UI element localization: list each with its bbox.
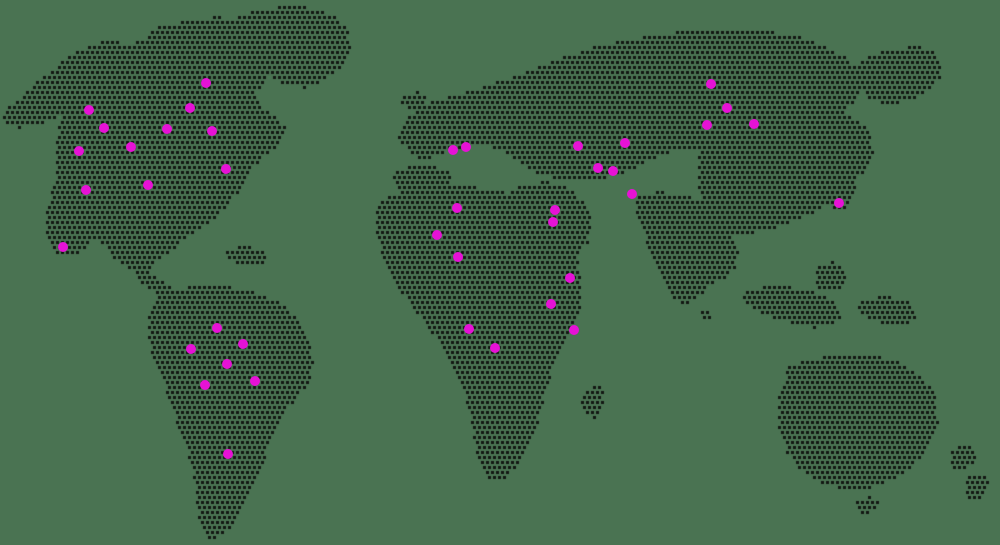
location-marker[interactable] xyxy=(550,205,560,215)
location-marker[interactable] xyxy=(461,142,471,152)
location-marker[interactable] xyxy=(722,103,732,113)
location-marker[interactable] xyxy=(546,299,556,309)
location-marker[interactable] xyxy=(84,105,94,115)
location-marker[interactable] xyxy=(221,164,231,174)
location-marker[interactable] xyxy=(238,339,248,349)
location-marker[interactable] xyxy=(453,252,463,262)
location-marker[interactable] xyxy=(548,217,558,227)
location-marker[interactable] xyxy=(81,185,91,195)
location-marker[interactable] xyxy=(207,126,217,136)
location-marker[interactable] xyxy=(573,141,583,151)
location-marker[interactable] xyxy=(74,146,84,156)
location-marker[interactable] xyxy=(58,242,68,252)
location-marker[interactable] xyxy=(200,380,210,390)
location-marker[interactable] xyxy=(250,376,260,386)
location-marker[interactable] xyxy=(212,323,222,333)
location-marker[interactable] xyxy=(706,79,716,89)
location-marker[interactable] xyxy=(162,124,172,134)
location-marker[interactable] xyxy=(702,120,712,130)
location-marker[interactable] xyxy=(593,163,603,173)
location-marker[interactable] xyxy=(749,119,759,129)
location-marker[interactable] xyxy=(608,166,618,176)
location-marker[interactable] xyxy=(490,343,500,353)
location-marker[interactable] xyxy=(222,359,232,369)
location-marker[interactable] xyxy=(432,230,442,240)
location-marker[interactable] xyxy=(186,344,196,354)
location-marker[interactable] xyxy=(126,142,136,152)
location-marker[interactable] xyxy=(569,325,579,335)
location-marker[interactable] xyxy=(185,103,195,113)
location-marker[interactable] xyxy=(143,180,153,190)
location-marker[interactable] xyxy=(565,273,575,283)
location-marker[interactable] xyxy=(223,449,233,459)
location-marker[interactable] xyxy=(452,203,462,213)
location-marker[interactable] xyxy=(627,189,637,199)
location-marker[interactable] xyxy=(448,145,458,155)
location-marker[interactable] xyxy=(620,138,630,148)
location-marker[interactable] xyxy=(464,324,474,334)
location-marker[interactable] xyxy=(834,198,844,208)
location-marker[interactable] xyxy=(99,123,109,133)
location-marker[interactable] xyxy=(201,78,211,88)
